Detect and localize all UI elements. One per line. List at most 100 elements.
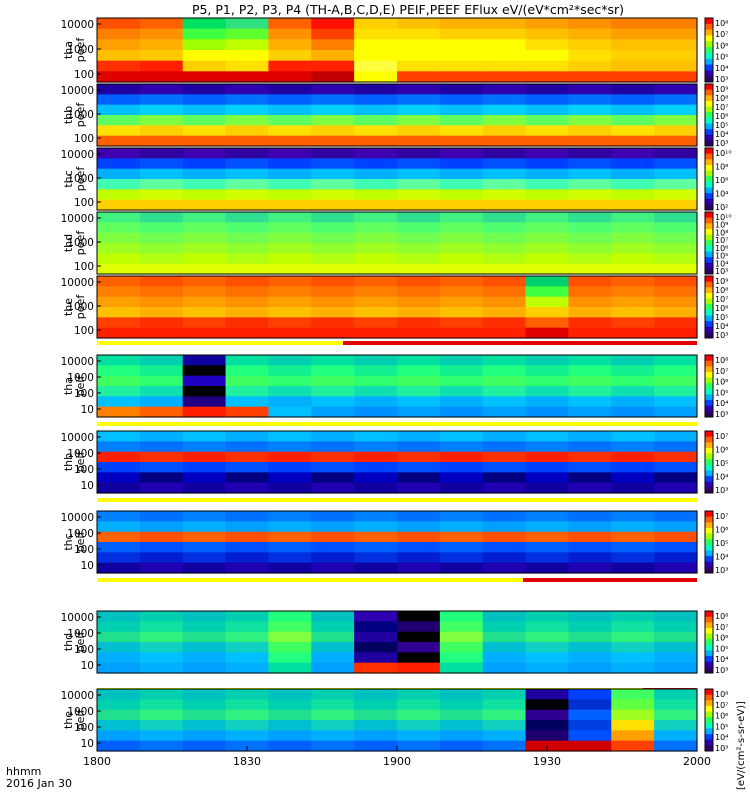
colorbar-step: [705, 129, 713, 136]
spectrogram-cell: [482, 317, 527, 329]
spectrogram-cell: [654, 39, 698, 51]
spectrogram-cell: [139, 276, 184, 287]
spectrogram-cell: [139, 199, 184, 211]
spectrogram-cell: [611, 406, 655, 418]
spectrogram-cell: [139, 317, 184, 329]
colorbar-step: [705, 164, 713, 172]
spectrogram-cell: [568, 189, 612, 201]
spectrogram-cell: [654, 611, 698, 622]
x-tick-label: 1800: [83, 755, 111, 768]
spectrogram-cell: [397, 652, 441, 664]
spectrogram-cell: [439, 212, 484, 223]
spectrogram-cell: [568, 355, 612, 366]
spectrogram-cell: [97, 168, 141, 180]
x-annotation-hhmm: hhmm: [6, 765, 41, 778]
spectrogram-cell: [654, 104, 698, 116]
spectrogram-cell: [568, 263, 612, 275]
spectrogram-cell: [439, 158, 484, 170]
panel-label-probe: thc: [62, 533, 75, 550]
spectrogram-cell: [182, 39, 227, 51]
spectrogram-cell: [525, 94, 570, 106]
spectrogram-cell: [97, 709, 141, 721]
spectrogram-cell: [97, 451, 141, 463]
spectrogram-cell: [568, 28, 612, 40]
spectrogram-cell: [354, 253, 398, 265]
spectrogram-cell: [525, 212, 570, 223]
colorbar-step: [705, 705, 713, 713]
spectrogram-cell: [225, 441, 270, 453]
spectrogram-cell: [97, 148, 141, 159]
spectrogram-cell: [311, 71, 355, 83]
spectrogram-cell: [439, 740, 484, 752]
spectrogram-cell: [354, 562, 398, 574]
spectrogram-cell: [525, 531, 570, 543]
colorbar-tick-label: 10³: [715, 744, 728, 753]
spectrogram-cell: [654, 115, 698, 126]
panel-frame: [96, 430, 698, 494]
spectrogram-cell: [97, 699, 141, 711]
colorbar-step: [705, 516, 713, 523]
spectrogram-cell: [654, 542, 698, 553]
spectrogram-cell: [225, 125, 270, 137]
spectrogram-cell: [97, 104, 141, 116]
spectrogram-cell: [182, 327, 227, 339]
spectrogram-cell: [611, 531, 655, 543]
spectrogram-cell: [482, 642, 527, 653]
spectrogram-cell: [225, 542, 270, 553]
spectrogram-cell: [139, 50, 184, 62]
spectrogram-cell: [268, 28, 312, 40]
spectrogram-cell: [268, 317, 312, 329]
spectrogram-cell: [268, 50, 312, 62]
spectrogram-cell: [525, 542, 570, 553]
spectrogram-cell: [525, 276, 570, 287]
spectrogram-cell: [225, 199, 270, 211]
spectrogram-cell: [311, 263, 355, 275]
spectrogram-cell: [439, 355, 484, 366]
spectrogram-cell: [97, 222, 141, 234]
spectrogram-cell: [311, 365, 355, 377]
spectrogram-cell: [439, 531, 484, 543]
spectrogram-cell: [611, 286, 655, 298]
spectrogram-cell: [97, 276, 141, 287]
spectrogram-cell: [654, 355, 698, 366]
spectrogram-cell: [482, 472, 527, 484]
spectrogram-cell: [482, 621, 527, 633]
spectrogram-cell: [525, 296, 570, 308]
spectrogram-cell: [139, 327, 184, 339]
spectrogram-cell: [654, 396, 698, 408]
colorbar-step: [705, 355, 713, 362]
spectrogram-cell: [568, 125, 612, 137]
spectrogram-cell: [568, 740, 612, 752]
colorbar-step: [705, 689, 713, 696]
spectrogram-cell: [139, 472, 184, 484]
colorbar-step: [705, 722, 713, 729]
spectrogram-cell: [482, 189, 527, 201]
colorbar-step: [705, 257, 713, 264]
spectrogram-cell: [225, 562, 270, 574]
spectrogram-cell: [654, 451, 698, 463]
spectrogram-cell: [654, 709, 698, 721]
spectrogram-cell: [525, 521, 570, 533]
spectrogram-cell: [268, 472, 312, 484]
spectrogram-cell: [654, 135, 698, 147]
spectrogram-cell: [611, 232, 655, 244]
colorbar-step: [705, 633, 713, 640]
y-tick-label: 10000: [61, 432, 94, 444]
spectrogram-cell: [97, 286, 141, 298]
spectrogram-cell: [482, 521, 527, 533]
spectrogram-cell: [311, 276, 355, 287]
spectrogram-cell: [439, 286, 484, 298]
spectrogram-cell: [311, 39, 355, 51]
spectrogram-cell: [482, 286, 527, 298]
spectrogram-cell: [397, 562, 441, 574]
spectrogram-cell: [525, 189, 570, 201]
spectrogram-cell: [525, 396, 570, 408]
colorbar-step: [705, 223, 713, 230]
spectrogram-cell: [182, 317, 227, 329]
colorbar-step: [705, 245, 713, 252]
y-tick-label: 10: [81, 404, 94, 416]
colorbar-tick-label: 10⁴: [715, 655, 728, 664]
spectrogram-cell: [654, 511, 698, 522]
y-tick-label: 100: [74, 644, 94, 656]
spectrogram-cell: [225, 286, 270, 298]
